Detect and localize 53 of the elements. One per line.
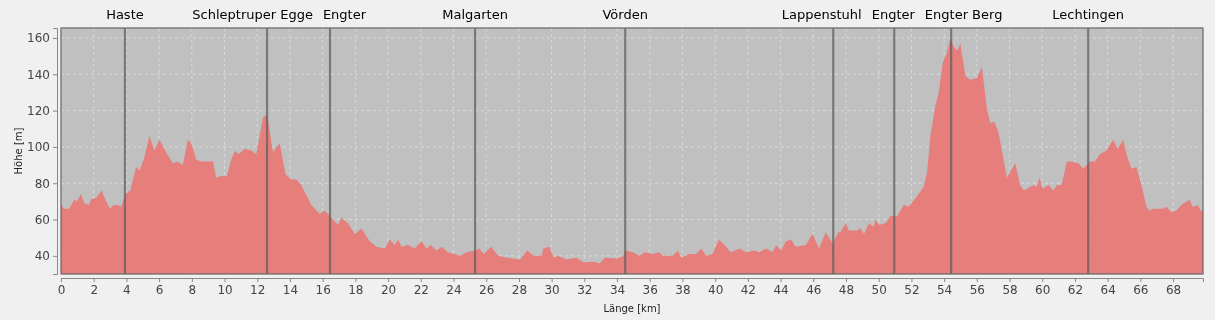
x-tick-label: 32 [577,282,593,297]
y-tick-label: 80 [34,176,50,191]
y-tick-label: 120 [27,103,50,118]
ref-line-label: Haste [106,7,144,22]
x-tick-label: 36 [642,282,658,297]
x-tick-label: 4 [123,282,131,297]
y-tick-label: 40 [34,249,50,264]
ref-line-label: Engter [871,7,916,22]
x-tick-label: 50 [871,282,887,297]
x-tick-label: 40 [708,282,724,297]
x-tick-label: 62 [1067,282,1084,297]
y-tick-label: 60 [34,212,50,227]
x-tick-label: 20 [380,282,397,297]
x-tick-label: 42 [740,282,757,297]
x-tick-label: 48 [838,282,855,297]
x-axis-title: Länge [km] [603,303,661,314]
x-tick-label: 6 [155,282,164,297]
y-axis-title: Höhe [m] [13,127,24,175]
ref-line-label: Malgarten [442,7,508,22]
x-tick-label: 2 [90,282,99,297]
ref-line-label: Engter [322,7,367,22]
x-tick-label: 60 [1035,282,1051,297]
x-tick-label: 10 [217,282,233,297]
ref-line-label: Lechtingen [1052,7,1125,22]
x-tick-label: 56 [969,282,985,297]
ref-line-label: Engter Berg [924,7,1003,22]
x-tick-label: 68 [1165,282,1182,297]
x-tick-label: 24 [446,282,462,297]
x-tick-label: 58 [1002,282,1018,297]
x-tick-label: 8 [188,282,197,297]
x-tick-label: 44 [773,282,789,297]
x-tick-label: 26 [479,282,495,297]
x-tick-label: 18 [348,282,364,297]
y-tick-label: 100 [27,140,50,155]
x-tick-label: 22 [413,282,429,297]
x-tick-label: 12 [250,282,266,297]
ref-line-label: Vörden [602,7,648,22]
x-tick-label: 54 [936,282,953,297]
x-tick-label: 28 [511,282,528,297]
y-tick-label: 140 [27,67,50,82]
x-tick-label: 0 [57,282,66,297]
x-tick-label: 16 [315,282,331,297]
x-tick-label: 38 [675,282,691,297]
ref-line-label: Lappenstuhl [781,7,862,22]
y-tick-label: 160 [27,31,50,46]
x-tick-label: 14 [282,282,299,297]
x-tick-label: 46 [806,282,822,297]
x-tick-label: 30 [544,282,560,297]
x-tick-label: 66 [1133,282,1149,297]
ref-line-label: Schleptruper Egge [192,7,313,22]
x-tick-label: 52 [904,282,920,297]
x-tick-label: 64 [1100,282,1116,297]
x-tick-label: 34 [609,282,626,297]
